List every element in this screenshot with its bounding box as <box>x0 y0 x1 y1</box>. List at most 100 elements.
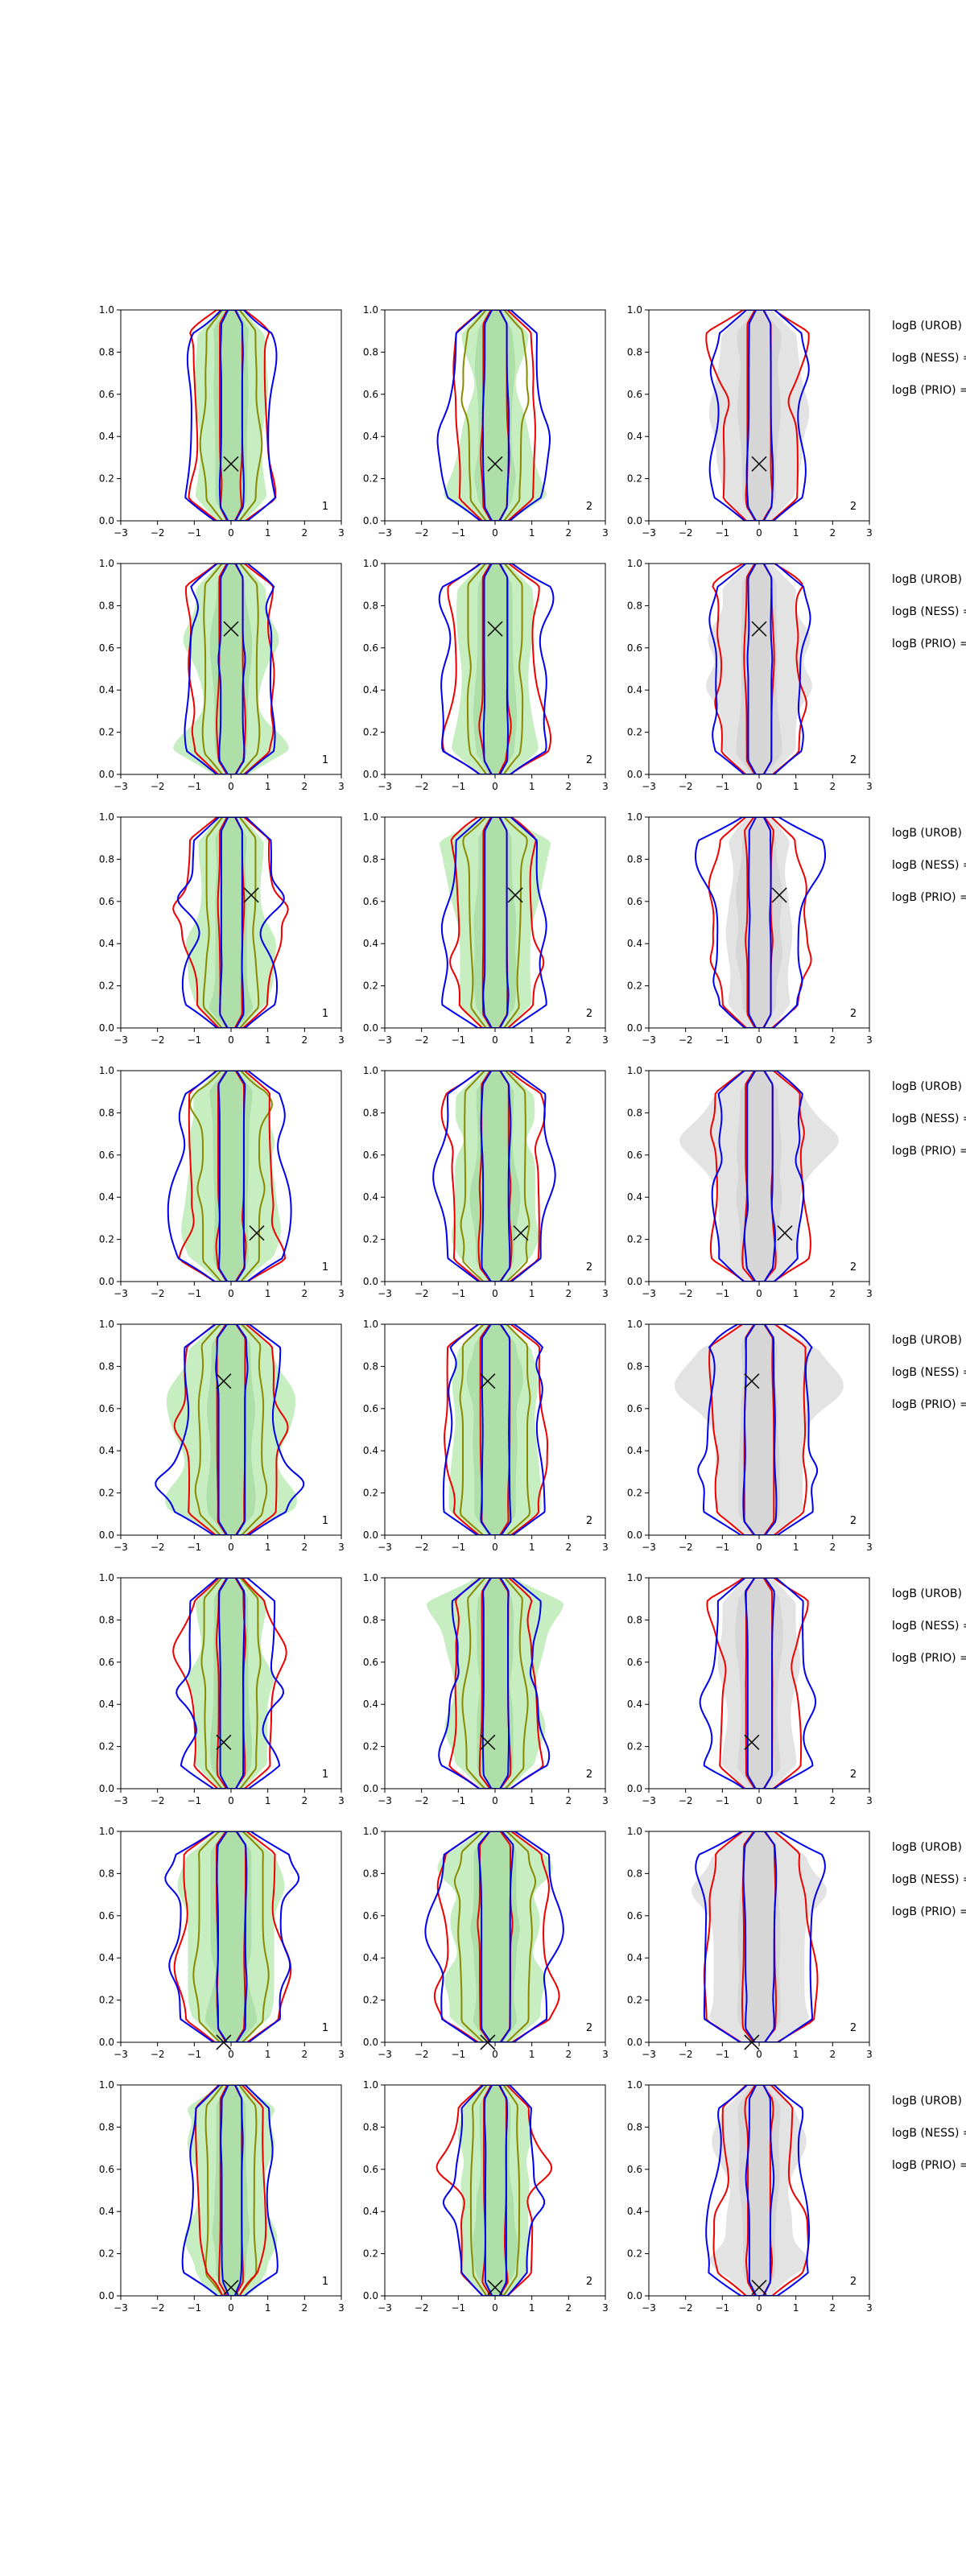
side-annotation-1: logB (UROB) = <box>892 1080 966 1093</box>
y-tick-label: 0.8 <box>627 853 642 865</box>
panel-r2-c3: −3 −2 −1 0 1 2 3 0.0 0.2 0.4 0.6 0.8 1.0 2 <box>627 558 873 792</box>
panel-r2-c2: −3 −2 −1 0 1 2 3 0.0 0.2 0.4 0.6 0.8 1.0 2 <box>363 558 609 792</box>
x-tick-label: 1 <box>265 527 271 539</box>
x-tick-label: 2 <box>566 1034 572 1046</box>
contour-blue-inner <box>742 1324 778 1535</box>
x-tick-label: 0 <box>228 2049 234 2060</box>
x-tick-label: 3 <box>866 2049 873 2060</box>
panel-label: 2 <box>586 754 592 766</box>
panel-label: 2 <box>850 1261 857 1274</box>
x-tick-label: 3 <box>866 1288 873 1299</box>
panel-label: 1 <box>322 1515 328 1527</box>
x-tick-label: −2 <box>415 1034 429 1046</box>
contour-olive <box>469 2085 521 2296</box>
y-tick-label: 0.6 <box>627 2164 642 2175</box>
panel-r6-c1: −3 −2 −1 0 1 2 3 0.0 0.2 0.4 0.6 0.8 1.0 1 <box>99 1572 345 1806</box>
contour-blue-outer <box>442 2085 546 2296</box>
contour-red-outer <box>195 2085 267 2296</box>
contour-blue-outer <box>184 564 276 774</box>
contour-blue-inner <box>482 564 509 774</box>
y-tick-label: 1.0 <box>99 1065 114 1076</box>
plot-area <box>181 2085 279 2296</box>
y-tick-label: 0.8 <box>99 1614 114 1625</box>
y-tick-label: 0.4 <box>363 1445 378 1456</box>
y-tick-label: 0.4 <box>627 1952 642 1963</box>
x-tick-label: −3 <box>114 1542 128 1553</box>
y-tick-label: 0.8 <box>99 1360 114 1372</box>
contour-olive <box>201 564 261 774</box>
x-tick-label: 1 <box>265 1034 271 1046</box>
marker-x <box>216 1734 232 1750</box>
panel-r8-c2: −3 −2 −1 0 1 2 3 0.0 0.2 0.4 0.6 0.8 1.0 2 <box>363 2079 609 2314</box>
y-tick-label: 0.4 <box>627 684 642 696</box>
x-tick-label: −1 <box>715 1542 729 1553</box>
density-fill-inner <box>212 2085 250 2296</box>
x-tick-label: 1 <box>529 781 535 792</box>
y-tick-label: 0.0 <box>363 1022 378 1034</box>
density-fill-inner <box>736 817 782 1028</box>
y-tick-label: 1.0 <box>627 1065 642 1076</box>
y-tick-label: 0.4 <box>99 1191 114 1203</box>
y-tick-label: 0.0 <box>99 1530 114 1541</box>
side-annotation-1: logB (UROB) = <box>892 1587 966 1600</box>
y-tick-label: 0.2 <box>363 1995 378 2006</box>
panel-label: 1 <box>322 1008 328 1020</box>
plot-area <box>706 564 812 774</box>
x-tick-label: −3 <box>642 527 656 539</box>
contour-blue-outer <box>711 1071 805 1282</box>
x-tick-label: 2 <box>566 2302 572 2314</box>
contour-red-outer <box>173 1831 292 2042</box>
y-tick-label: 0.4 <box>363 1699 378 1710</box>
x-tick-label: −1 <box>715 1795 729 1806</box>
x-tick-label: 3 <box>602 527 609 539</box>
contour-blue-inner <box>220 2085 244 2296</box>
contour-blue-outer <box>184 310 278 521</box>
x-tick-label: 0 <box>756 1288 762 1299</box>
side-annotation-1: logB (UROB) = <box>892 2095 966 2107</box>
x-tick-label: −2 <box>151 1795 165 1806</box>
y-tick-label: 0.0 <box>363 1530 378 1541</box>
x-tick-label: 2 <box>302 1542 308 1553</box>
y-tick-label: 0.6 <box>99 1910 114 1922</box>
contour-blue-inner <box>481 310 510 521</box>
contour-blue-outer <box>699 1578 817 1789</box>
contour-blue-inner <box>481 1578 510 1789</box>
panel-r1-c2: −3 −2 −1 0 1 2 3 0.0 0.2 0.4 0.6 0.8 1.0 2 <box>363 304 609 539</box>
y-tick-label: 0.4 <box>99 2206 114 2217</box>
side-annotation-2: logB (NESS) = <box>892 1620 966 1633</box>
side-annotation-3: logB (PRIO) = <box>892 384 966 397</box>
contour-red-outer <box>178 1071 287 1282</box>
side-annotation-1: logB (UROB) = <box>892 573 966 586</box>
panel-label: 2 <box>850 2276 857 2288</box>
contour-olive <box>202 817 260 1028</box>
plot-area <box>691 1831 828 2042</box>
density-fill-inner <box>738 1324 780 1535</box>
y-tick-label: 0.2 <box>363 727 378 738</box>
y-tick-label: 1.0 <box>99 304 114 316</box>
x-tick-label: 0 <box>492 527 498 539</box>
contour-blue-inner <box>745 310 774 521</box>
x-tick-label: 3 <box>866 2302 873 2314</box>
y-tick-label: 1.0 <box>363 1319 378 1330</box>
y-tick-label: 0.2 <box>99 980 114 992</box>
plot-area <box>699 1578 817 1789</box>
contour-olive <box>192 1831 270 2042</box>
x-tick-label: 0 <box>756 1795 762 1806</box>
x-tick-label: 0 <box>492 1542 498 1553</box>
x-tick-label: 1 <box>265 1542 271 1553</box>
y-tick-label: 0.6 <box>99 389 114 400</box>
x-tick-label: 0 <box>492 2049 498 2060</box>
y-tick-label: 0.6 <box>363 1150 378 1161</box>
y-tick-label: 0.8 <box>363 1614 378 1625</box>
y-tick-label: 0.2 <box>627 1741 642 1752</box>
y-tick-label: 1.0 <box>99 1319 114 1330</box>
y-tick-label: 0.8 <box>627 600 642 611</box>
x-tick-label: 3 <box>338 1034 345 1046</box>
x-tick-label: 0 <box>228 527 234 539</box>
x-tick-label: 2 <box>566 1795 572 1806</box>
x-tick-label: 2 <box>566 1542 572 1553</box>
contour-blue-inner <box>744 1578 775 1789</box>
y-tick-label: 0.4 <box>99 1699 114 1710</box>
plot-area <box>436 2085 553 2296</box>
plot-area <box>442 1324 548 1535</box>
